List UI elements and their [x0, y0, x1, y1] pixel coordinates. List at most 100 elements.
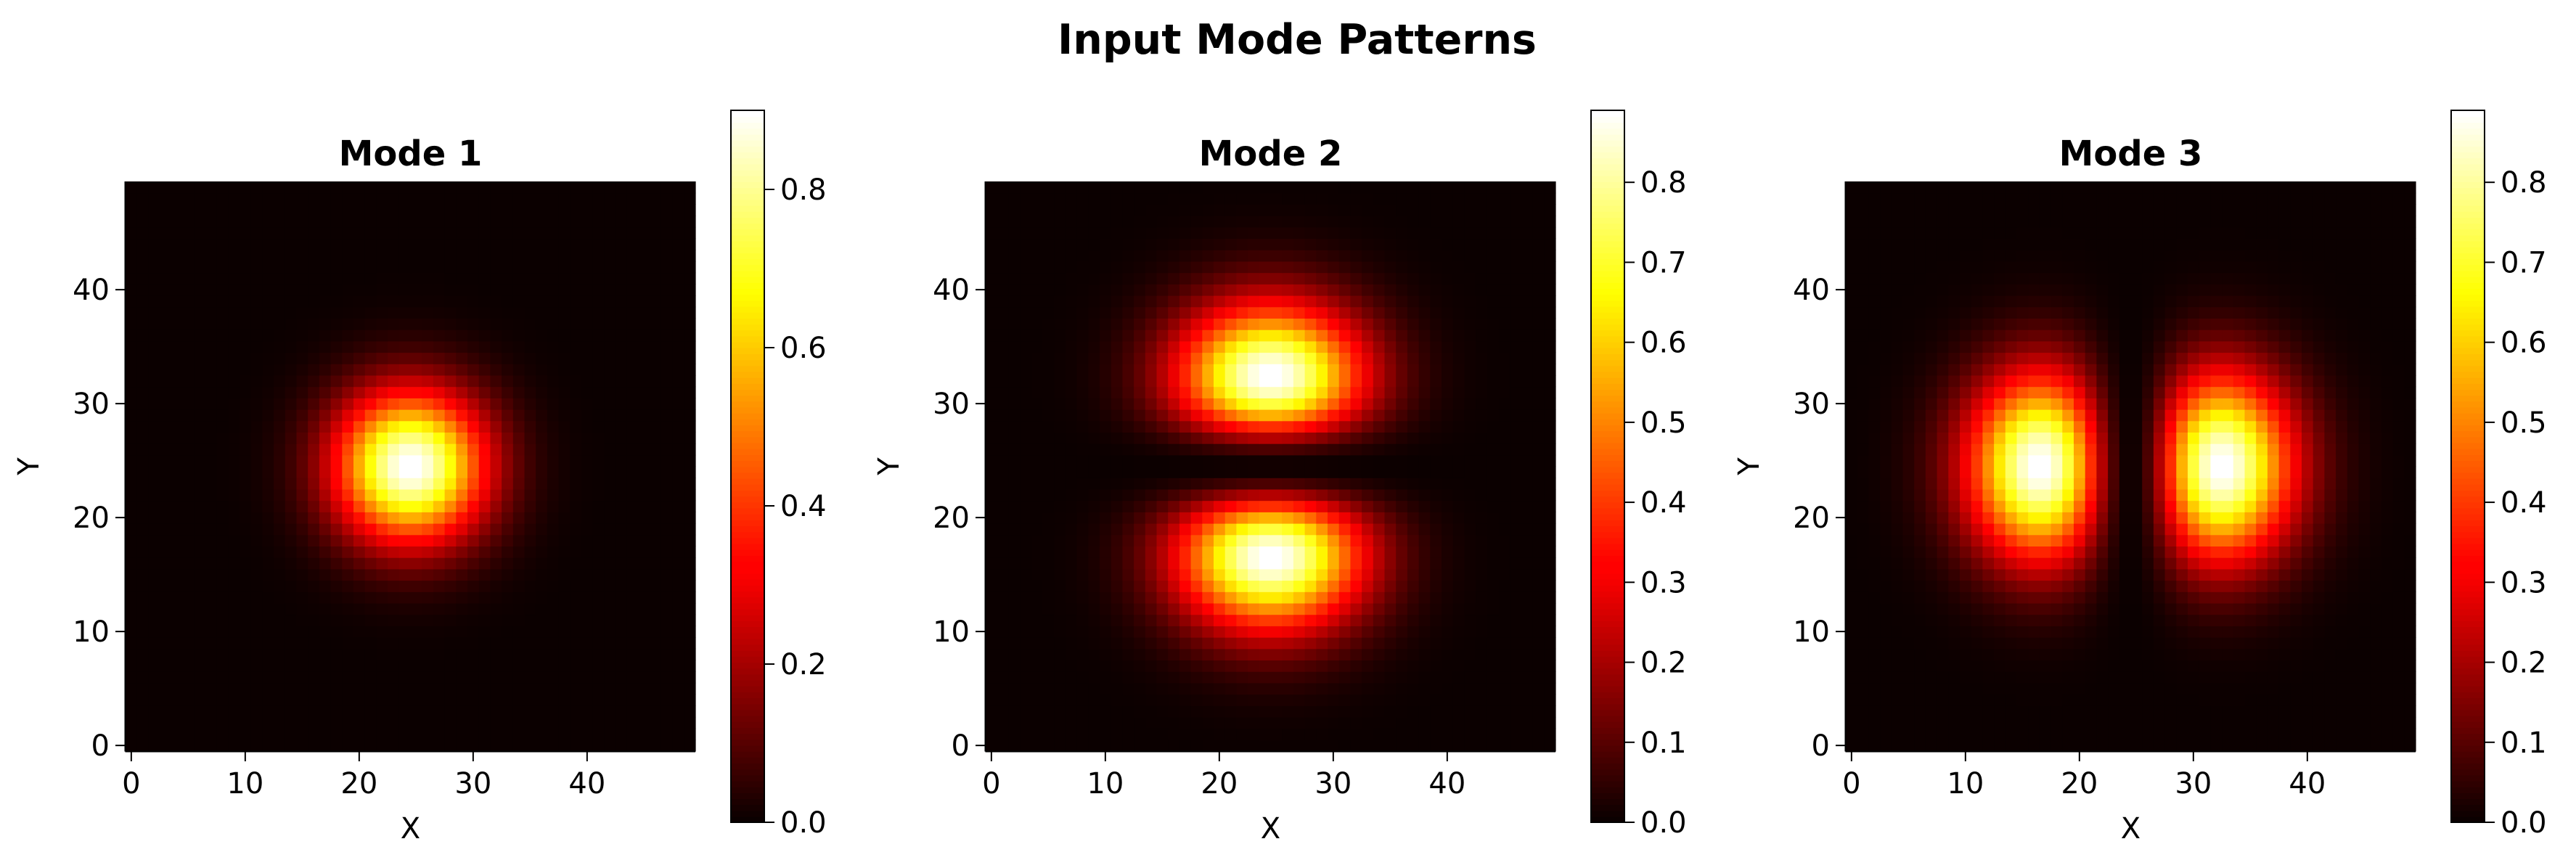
heatmap-cell: [1407, 591, 1420, 604]
heatmap-cell: [330, 580, 343, 592]
heatmap-cell: [490, 420, 502, 433]
heatmap-cell: [1168, 374, 1180, 388]
heatmap-cell: [536, 216, 548, 228]
heatmap-cell: [126, 488, 138, 501]
heatmap-cell: [1020, 216, 1032, 228]
heatmap-cell: [1111, 329, 1123, 342]
heatmap-cell: [547, 238, 560, 250]
heatmap-cell: [1487, 443, 1500, 456]
heatmap-cell: [592, 523, 605, 536]
heatmap-cell: [1145, 546, 1158, 558]
heatmap-cell: [422, 500, 434, 512]
heatmap-cell: [1293, 238, 1306, 250]
heatmap-cell: [364, 226, 377, 239]
heatmap-cell: [148, 295, 160, 308]
heatmap-cell: [1156, 705, 1169, 718]
heatmap-cell: [1020, 398, 1032, 410]
heatmap-cell: [456, 318, 468, 330]
heatmap-cell: [1498, 364, 1510, 376]
heatmap-cell: [376, 614, 388, 626]
heatmap-cell: [319, 329, 332, 342]
heatmap-cell: [478, 284, 491, 296]
heatmap-cell: [410, 534, 422, 546]
heatmap-cell: [1248, 602, 1260, 615]
heatmap-cell: [1498, 523, 1510, 536]
heatmap-cell: [1442, 568, 1454, 581]
heatmap-cell: [1008, 568, 1021, 581]
heatmap-cell: [1338, 306, 1351, 319]
heatmap-cell: [1202, 386, 1214, 398]
heatmap-cell: [250, 466, 263, 478]
heatmap-cell: [136, 443, 149, 456]
heatmap-cell: [478, 682, 491, 695]
heatmap-cell: [1214, 238, 1226, 250]
heatmap-cell: [353, 557, 366, 570]
heatmap-cell: [1248, 568, 1260, 581]
heatmap-cell: [1442, 352, 1454, 364]
heatmap-cell: [490, 478, 502, 490]
heatmap-cell: [353, 454, 366, 467]
heatmap-cell: [1270, 705, 1283, 718]
heatmap-cell: [638, 409, 650, 422]
heatmap-cell: [126, 546, 138, 558]
heatmap-cell: [1179, 568, 1192, 581]
heatmap-cell: [1316, 671, 1328, 684]
heatmap-cell: [1521, 557, 1534, 570]
heatmap-cell: [171, 272, 184, 284]
heatmap-cell: [444, 192, 457, 205]
heatmap-cell: [1111, 250, 1123, 262]
heatmap-cell: [1008, 546, 1021, 558]
heatmap-cell: [1521, 740, 1534, 752]
heatmap-cell: [1202, 626, 1214, 638]
heatmap-cell: [1190, 637, 1203, 650]
heatmap-cell: [376, 398, 388, 410]
heatmap-cell: [342, 409, 354, 422]
heatmap-cell: [558, 534, 571, 546]
heatmap-cell: [1145, 352, 1158, 364]
heatmap-cell: [661, 671, 674, 684]
heatmap-cell: [205, 478, 218, 490]
heatmap-cell: [285, 682, 298, 695]
heatmap-cell: [410, 568, 422, 581]
heatmap-cell: [1134, 557, 1146, 570]
heatmap-cell: [308, 614, 320, 626]
heatmap-cell: [570, 637, 582, 650]
heatmap-cell: [410, 364, 422, 376]
heatmap-cell: [388, 671, 400, 684]
heatmap-cell: [661, 591, 674, 604]
heatmap-cell: [1362, 580, 1374, 592]
heatmap-cell: [1328, 740, 1340, 752]
heatmap-cell: [1122, 637, 1134, 650]
heatmap-cell: [296, 261, 308, 274]
heatmap-cell: [342, 523, 354, 536]
heatmap-cell: [1328, 374, 1340, 388]
heatmap-cell: [1328, 728, 1340, 740]
heatmap-cell: [330, 488, 343, 501]
heatmap-cell: [1111, 614, 1123, 626]
heatmap-cell: [684, 295, 696, 308]
heatmap-cell: [524, 306, 536, 319]
heatmap-cell: [1338, 466, 1351, 478]
heatmap-cell: [1270, 557, 1283, 570]
heatmap-cell: [1476, 648, 1488, 660]
heatmap-cell: [422, 591, 434, 604]
heatmap-cell: [1532, 602, 1545, 615]
heatmap-cell: [1362, 523, 1374, 536]
heatmap-cell: [1248, 454, 1260, 467]
heatmap-cell: [1373, 443, 1386, 456]
heatmap-cell: [171, 352, 184, 364]
heatmap-cell: [182, 454, 195, 467]
heatmap-cell: [638, 546, 650, 558]
heatmap-cell: [1418, 306, 1431, 319]
heatmap-cell: [1510, 694, 1522, 706]
heatmap-cell: [456, 557, 468, 570]
heatmap-cell: [512, 306, 526, 319]
heatmap-cell: [330, 682, 343, 695]
heatmap-cell: [171, 694, 184, 706]
heatmap-cell: [1042, 557, 1055, 570]
heatmap-cell: [422, 488, 434, 501]
heatmap-cell: [285, 216, 298, 228]
heatmap-cell: [1350, 432, 1362, 444]
heatmap-cell: [1510, 340, 1522, 353]
heatmap-cell: [558, 523, 571, 536]
